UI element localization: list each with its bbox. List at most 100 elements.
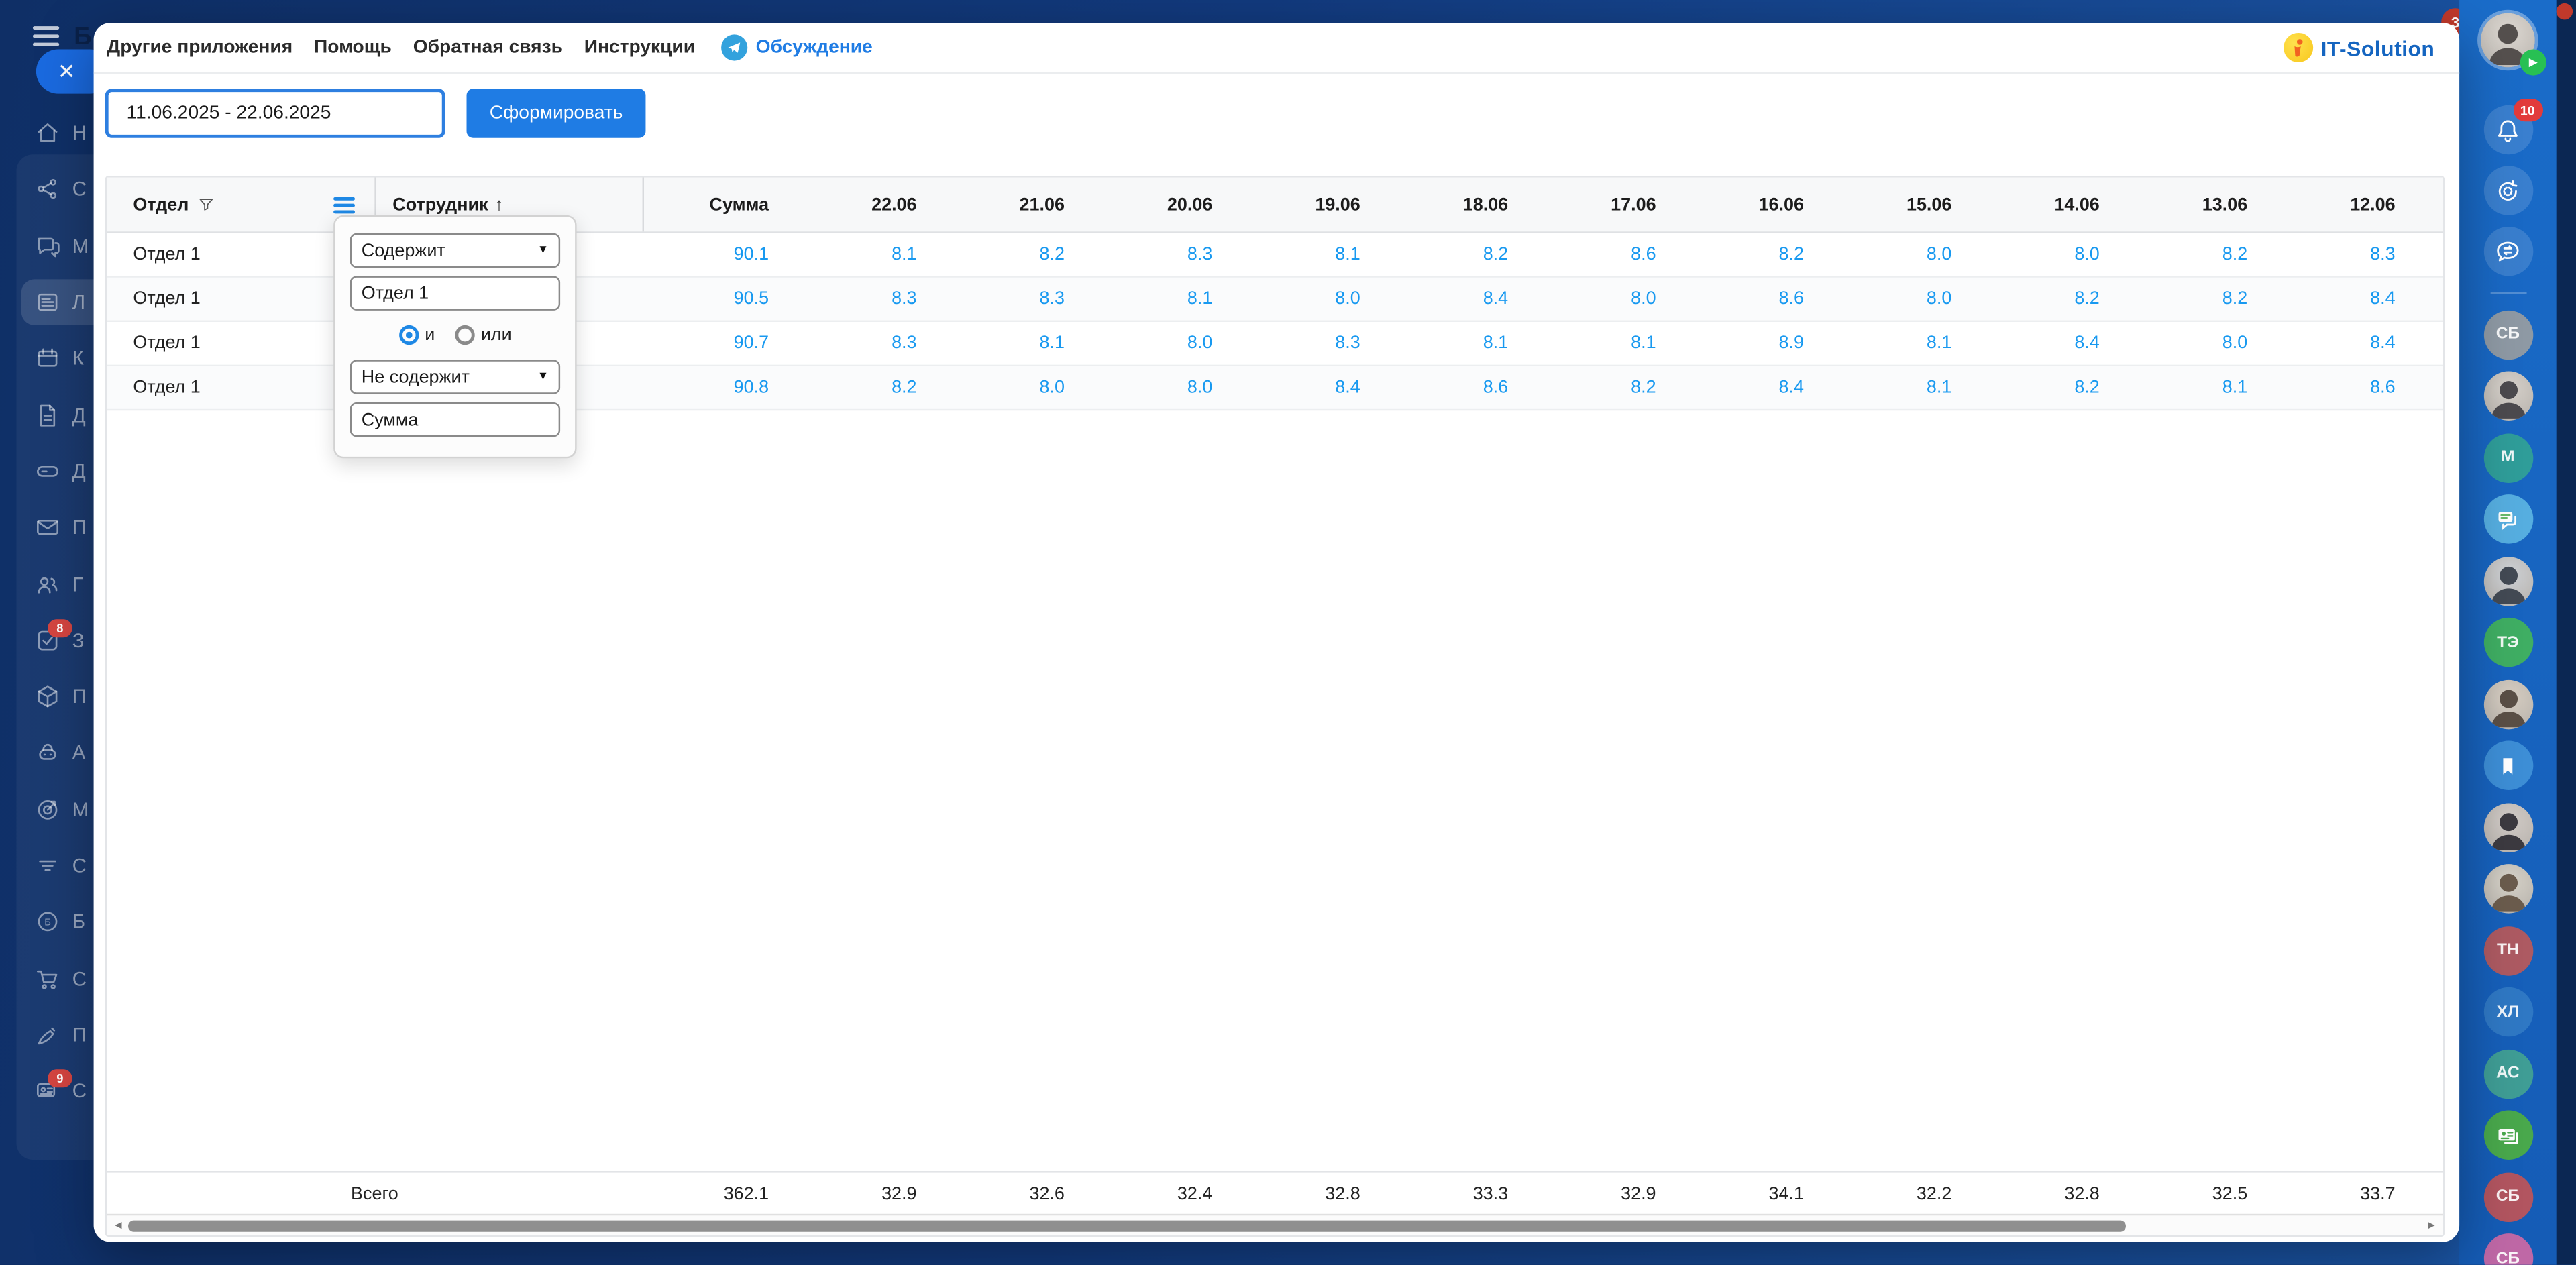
cell-day-value[interactable]: 8.4	[1483, 289, 1509, 309]
menu-other-apps[interactable]: Другие приложения	[107, 38, 293, 58]
cell-sum-value[interactable]: 90.1	[733, 244, 769, 265]
radio-and-dot[interactable]	[398, 325, 419, 345]
sidebar-item-box[interactable]: П	[0, 669, 94, 725]
scroll-left-arrow[interactable]: ◄	[112, 1219, 124, 1231]
radio-or-dot[interactable]	[454, 325, 475, 345]
cell-sum-value[interactable]: 90.5	[733, 289, 769, 309]
chat-avatar-photo[interactable]	[2483, 555, 2533, 606]
cell-day-value[interactable]: 8.4	[1778, 378, 1804, 398]
chat-avatar-initials[interactable]: ТН	[2483, 926, 2533, 975]
date-range-input[interactable]: 11.06.2025 - 22.06.2025	[105, 89, 445, 138]
cell-day-value[interactable]: 8.4	[2074, 333, 2100, 353]
cell-day-value[interactable]: 8.4	[2370, 289, 2396, 309]
cell-day-value[interactable]: 8.0	[2074, 244, 2100, 265]
cell-day-value[interactable]: 8.6	[1778, 289, 1804, 309]
chat-avatar-photo[interactable]	[2483, 864, 2533, 914]
user-avatar[interactable]: ▶	[2480, 13, 2546, 76]
cell-day-value[interactable]: 8.2	[2074, 378, 2100, 398]
chat-avatar-photo[interactable]	[2483, 679, 2533, 729]
cell-day-value[interactable]: 8.2	[1483, 244, 1509, 265]
cell-day-value[interactable]: 8.2	[2074, 289, 2100, 309]
menu-instructions[interactable]: Инструкции	[584, 38, 696, 58]
cell-day-value[interactable]: 8.3	[892, 289, 917, 309]
sidebar-item-doc[interactable]: Д	[0, 387, 94, 443]
cell-day-value[interactable]: 8.1	[892, 244, 917, 265]
cell-day-value[interactable]: 8.0	[2222, 333, 2248, 353]
cell-day-value[interactable]: 8.3	[2370, 244, 2396, 265]
chat-avatar-initials[interactable]: ТЭ	[2483, 617, 2533, 667]
sidebar-item-people[interactable]: Г	[0, 556, 94, 612]
sidebar-item-funnel[interactable]: С	[0, 838, 94, 894]
hamburger-menu-icon[interactable]	[32, 21, 60, 51]
cell-day-value[interactable]: 8.2	[892, 378, 917, 398]
bookmark-icon[interactable]	[2483, 740, 2533, 790]
cell-day-value[interactable]: 8.1	[1335, 244, 1360, 265]
menu-feedback[interactable]: Обратная связь	[413, 38, 563, 58]
filter-condition-select-1[interactable]: Содержит ▼	[350, 233, 561, 268]
chat-avatar-initials[interactable]: М	[2483, 433, 2533, 482]
filter-funnel-icon[interactable]	[197, 195, 215, 213]
sidebar-item-robot[interactable]: А	[0, 725, 94, 781]
chat-avatar-initials[interactable]: СБ	[2483, 309, 2533, 360]
cell-day-value[interactable]: 8.2	[1039, 244, 1065, 265]
sidebar-item-home[interactable]: Н	[0, 105, 94, 162]
cell-day-value[interactable]: 8.4	[2370, 333, 2396, 353]
chat-avatar-initials[interactable]: ХЛ	[2483, 987, 2533, 1037]
cell-day-value[interactable]: 8.0	[1631, 289, 1656, 309]
sidebar-item-feed[interactable]: Л	[0, 274, 107, 331]
cell-day-value[interactable]: 8.6	[1483, 378, 1509, 398]
cell-day-value[interactable]: 8.6	[2370, 378, 2396, 398]
cell-day-value[interactable]: 8.4	[1335, 378, 1360, 398]
sidebar-item-calendar[interactable]: К	[0, 331, 94, 387]
idcard-icon[interactable]	[2483, 1110, 2533, 1160]
filter-menu-button[interactable]	[333, 196, 355, 213]
cell-day-value[interactable]: 8.3	[1335, 333, 1360, 353]
cell-day-value[interactable]: 8.1	[1187, 289, 1213, 309]
cell-day-value[interactable]: 8.1	[1926, 378, 1952, 398]
filter-condition-select-2[interactable]: Не содержит ▼	[350, 360, 561, 394]
sync-button[interactable]	[2483, 166, 2533, 215]
cell-day-value[interactable]: 8.0	[1335, 289, 1360, 309]
cell-day-value[interactable]: 8.2	[1631, 378, 1656, 398]
cell-sum-value[interactable]: 90.8	[733, 378, 769, 398]
cell-day-value[interactable]: 8.6	[1631, 244, 1656, 265]
chat-avatar-photo[interactable]	[2483, 802, 2533, 852]
sidebar-item-drive[interactable]: Д	[0, 443, 94, 500]
sidebar-item-pen[interactable]: П	[0, 1007, 94, 1063]
cell-day-value[interactable]: 8.1	[1631, 333, 1656, 353]
chat-avatar-photo[interactable]	[2483, 371, 2533, 421]
horizontal-scrollbar[interactable]: ◄ ►	[107, 1213, 2443, 1235]
radio-or[interactable]: или	[454, 325, 512, 345]
column-header-department[interactable]: Отдел	[107, 177, 374, 231]
cell-day-value[interactable]: 8.3	[892, 333, 917, 353]
cell-day-value[interactable]: 8.2	[2222, 244, 2248, 265]
cell-day-value[interactable]: 8.1	[1483, 333, 1509, 353]
cell-sum-value[interactable]: 90.7	[733, 333, 769, 353]
chat-exchange-button[interactable]	[2483, 226, 2533, 276]
cell-day-value[interactable]: 8.2	[1778, 244, 1804, 265]
sidebar-item-share[interactable]: С	[0, 162, 94, 218]
cell-day-value[interactable]: 8.0	[1926, 244, 1952, 265]
cell-day-value[interactable]: 8.0	[1039, 378, 1065, 398]
filter-value-input-2[interactable]: Сумма	[350, 402, 561, 437]
sidebar-item-cart[interactable]: С	[0, 950, 94, 1007]
sidebar-item-chat[interactable]: М	[0, 218, 94, 274]
cell-day-value[interactable]: 8.2	[2222, 289, 2248, 309]
generate-button[interactable]: Сформировать	[466, 89, 646, 138]
cell-day-value[interactable]: 8.1	[1926, 333, 1952, 353]
sidebar-item-mail[interactable]: П	[0, 500, 94, 556]
cell-day-value[interactable]: 8.1	[1039, 333, 1065, 353]
chat-avatar-initials[interactable]: СБ	[2483, 1233, 2533, 1265]
cell-day-value[interactable]: 8.0	[1926, 289, 1952, 309]
scroll-right-arrow[interactable]: ►	[2425, 1219, 2437, 1231]
sidebar-item-target[interactable]: М	[0, 781, 94, 838]
column-header-employee[interactable]: Сотрудник ↑	[374, 177, 642, 232]
cell-day-value[interactable]: 8.9	[1778, 333, 1804, 353]
filter-value-input-1[interactable]: Отдел 1	[350, 276, 561, 311]
chat-avatar-initials[interactable]: АС	[2483, 1048, 2533, 1099]
cell-day-value[interactable]: 8.0	[1187, 333, 1213, 353]
cell-day-value[interactable]: 8.1	[2222, 378, 2248, 398]
